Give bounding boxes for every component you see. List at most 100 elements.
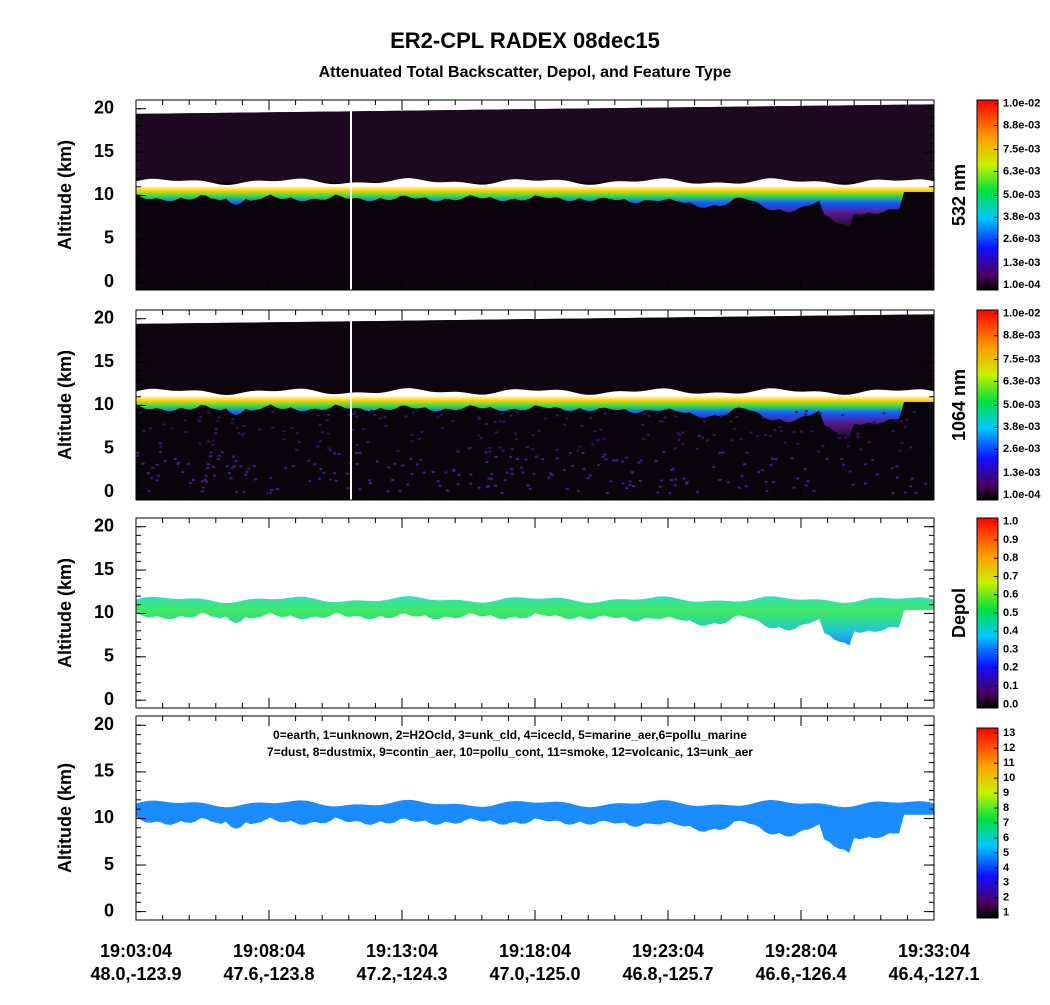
noise	[352, 413, 356, 416]
noise	[565, 487, 569, 490]
x-tick-position: 48.0,-123.9	[90, 964, 181, 984]
x-tick-position: 46.4,-127.1	[888, 964, 979, 984]
noise	[436, 416, 440, 419]
noise	[541, 458, 545, 461]
noise	[282, 437, 286, 440]
noise	[138, 411, 142, 414]
noise	[318, 477, 322, 480]
noise	[837, 432, 841, 435]
panel	[136, 596, 934, 646]
noise	[176, 463, 180, 466]
noise	[477, 486, 481, 489]
y-tick-label: 5	[104, 438, 114, 458]
noise	[864, 463, 868, 466]
noise	[368, 482, 372, 485]
noise	[476, 434, 480, 437]
curtain-upper	[136, 104, 934, 183]
noise	[507, 410, 511, 413]
noise	[242, 491, 246, 494]
noise	[201, 486, 205, 489]
colorbar-label: 1064 nm	[949, 369, 969, 441]
y-axis-label: Altitude (km)	[55, 763, 75, 873]
colorbar-tick-label: 2.6e-03	[1003, 443, 1040, 455]
colorbar-tick-label: 0.5	[1003, 607, 1018, 619]
noise	[846, 445, 850, 448]
noise	[555, 414, 559, 417]
noise	[555, 448, 559, 451]
noise	[237, 432, 241, 435]
noise	[452, 469, 456, 472]
noise	[162, 423, 166, 426]
colorbar-tick-label: 1.0e-04	[1003, 279, 1041, 291]
noise	[244, 473, 248, 476]
noise	[856, 436, 860, 439]
noise	[676, 432, 680, 435]
y-tick-label: 15	[94, 351, 114, 371]
y-tick-label: 20	[94, 714, 114, 734]
noise	[526, 484, 530, 487]
noise	[756, 435, 760, 438]
noise	[489, 477, 493, 480]
noise	[217, 416, 221, 419]
noise	[252, 465, 256, 468]
noise	[232, 455, 236, 458]
noise	[313, 463, 317, 466]
noise	[549, 472, 553, 475]
noise	[726, 481, 730, 484]
y-tick-label: 0	[104, 481, 114, 501]
noise	[431, 471, 435, 474]
colorbar-tick-label: 9	[1003, 787, 1009, 799]
noise	[582, 467, 586, 470]
noise	[804, 484, 808, 487]
noise	[677, 438, 681, 441]
noise	[477, 417, 481, 420]
noise	[509, 468, 513, 471]
noise	[646, 433, 650, 436]
noise	[457, 473, 461, 476]
noise	[844, 436, 848, 439]
noise	[867, 441, 871, 444]
noise	[141, 462, 145, 465]
y-tick-label: 0	[104, 271, 114, 291]
noise	[276, 488, 280, 491]
noise	[488, 446, 492, 449]
noise	[825, 458, 829, 461]
colorbar-tick-label: 0.4	[1003, 625, 1019, 637]
noise	[770, 457, 774, 460]
colorbar-tick-label: 4	[1003, 862, 1010, 874]
noise	[420, 431, 424, 434]
noise	[581, 452, 585, 455]
noise	[615, 459, 619, 462]
noise	[375, 460, 379, 463]
noise	[510, 448, 514, 451]
noise	[891, 492, 895, 495]
noise	[177, 461, 181, 464]
noise	[899, 420, 903, 423]
colorbar-tick-label: 0.3	[1003, 643, 1018, 655]
noise	[841, 414, 845, 417]
y-tick-label: 15	[94, 559, 114, 579]
colorbar-tick-label: 7.5e-03	[1003, 353, 1040, 365]
noise	[779, 430, 783, 433]
noise	[773, 429, 777, 432]
y-axis-label: Altitude (km)	[55, 140, 75, 250]
curtain-upper	[136, 314, 934, 393]
noise	[500, 491, 504, 494]
noise	[806, 480, 810, 483]
noise	[818, 412, 822, 415]
noise	[576, 449, 580, 452]
noise	[452, 468, 456, 471]
y-tick-label: 10	[94, 394, 114, 414]
x-tick-label: 19:03:04	[100, 941, 172, 961]
noise	[625, 456, 629, 459]
noise	[642, 438, 646, 441]
noise	[270, 489, 274, 492]
curtain-cloud	[136, 388, 934, 438]
noise	[895, 465, 899, 468]
noise	[842, 463, 846, 466]
colorbar-tick-label: 0.0	[1003, 698, 1018, 710]
noise	[903, 491, 907, 494]
noise	[837, 437, 841, 440]
noise	[494, 431, 498, 434]
